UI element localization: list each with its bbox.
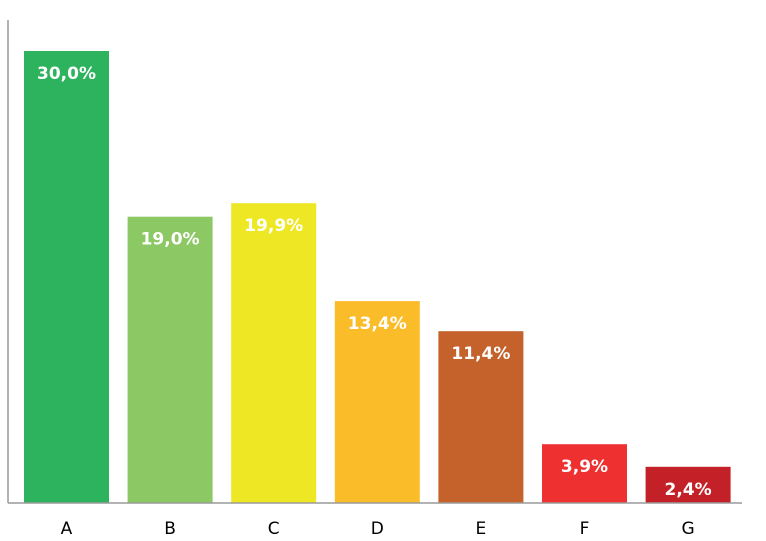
bar-c	[231, 203, 317, 503]
data-label-b: 19,0%	[141, 230, 200, 250]
data-label-a: 30,0%	[37, 64, 96, 84]
bars-group	[24, 51, 731, 503]
data-label-e: 11,4%	[451, 344, 510, 364]
x-tick-labels-group: A B C D E F G	[61, 519, 695, 539]
x-tick-label-d: D	[371, 519, 384, 539]
data-labels-group: 30,0% 19,0% 19,9% 13,4% 11,4% 3,9% 2,4%	[37, 64, 712, 500]
x-tick-label-e: E	[476, 519, 487, 539]
x-tick-label-a: A	[61, 519, 73, 539]
bar-g	[645, 466, 731, 503]
x-tick-label-c: C	[268, 519, 280, 539]
x-tick-label-b: B	[164, 519, 176, 539]
data-label-c: 19,9%	[244, 216, 303, 236]
bar-e	[438, 331, 524, 503]
bar-b	[127, 216, 213, 503]
bar-a	[24, 51, 109, 503]
x-tick-label-g: G	[682, 519, 695, 539]
data-label-d: 13,4%	[348, 314, 407, 334]
bar-d	[334, 301, 420, 503]
data-label-g: 2,4%	[665, 480, 712, 500]
data-label-f: 3,9%	[561, 457, 608, 477]
bar-f	[542, 444, 627, 503]
x-tick-label-f: F	[580, 519, 590, 539]
